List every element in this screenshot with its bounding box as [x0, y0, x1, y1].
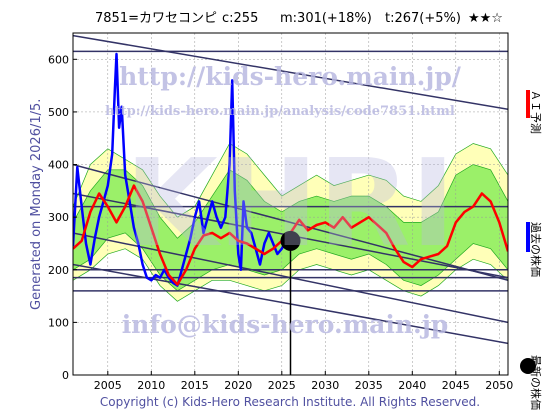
legend-forecast-label: ＡＩ予測 — [529, 90, 543, 134]
x-tick-label: 2020 — [224, 379, 252, 392]
legend-past-label: 過去の株価 — [529, 222, 543, 277]
y-tick-label: 400 — [48, 159, 69, 172]
forecast-band-inner — [73, 164, 508, 292]
x-tick-label: 2040 — [398, 379, 426, 392]
watermark-email: info@kids-hero.main.jp — [122, 310, 449, 339]
x-tick-label: 2035 — [355, 379, 383, 392]
latest-price-marker — [280, 230, 301, 251]
watermark-layer: KHRI http://kids-hero.main.jp/ http://ki… — [105, 62, 462, 339]
y-tick-label: 500 — [48, 106, 69, 119]
x-tick-label: 2025 — [268, 379, 296, 392]
y-tick-label: 600 — [48, 53, 69, 66]
x-tick-label: 2030 — [311, 379, 339, 392]
y-tick-label: 100 — [48, 316, 69, 329]
legend: ＡＩ予測 過去の株価 最新の株価 — [520, 90, 543, 410]
y-tick-label: 200 — [48, 264, 69, 277]
watermark-logo: KHRI — [125, 135, 455, 274]
legend-latest-marker — [520, 358, 536, 374]
x-tick-label: 2010 — [137, 379, 165, 392]
x-tick-label: 2050 — [485, 379, 513, 392]
trend-line — [73, 34, 508, 111]
plot-frame — [72, 32, 509, 376]
x-tick-label: 2005 — [94, 379, 122, 392]
watermark-url-analysis: http://kids-hero.main.jp/analysis/code78… — [105, 104, 455, 119]
copyright-notice: Copyright (c) Kids-Hero Research Institu… — [100, 395, 480, 409]
chart-header: 7851=カワセコンピ c:255 m:301(+18%) t:267(+5%)… — [95, 11, 503, 26]
rating-stars: ★★☆ — [468, 11, 503, 26]
generated-date-label: Generated on Monday 2026/1/5. — [29, 99, 44, 310]
plot-area: 2005 2010 2015 2020 2025 2030 2035 2040 2045 2050… — [48, 32, 513, 392]
forecast-line — [73, 184, 508, 286]
y-tick-label: 300 — [48, 211, 69, 224]
stock-name: 7851=カワセコンピ — [95, 11, 217, 26]
x-tick-label: 2015 — [181, 379, 209, 392]
y-tick-label: 0 — [62, 369, 69, 382]
past-price-line — [73, 52, 288, 287]
watermark-url: http://kids-hero.main.jp/ — [119, 62, 462, 91]
current-price: c:255 — [222, 11, 258, 26]
x-tick-label: 2045 — [442, 379, 470, 392]
mid-price: m:301(+18%) — [280, 11, 372, 26]
trend-line — [73, 163, 508, 282]
target-price: t:267(+5%) — [385, 11, 461, 26]
